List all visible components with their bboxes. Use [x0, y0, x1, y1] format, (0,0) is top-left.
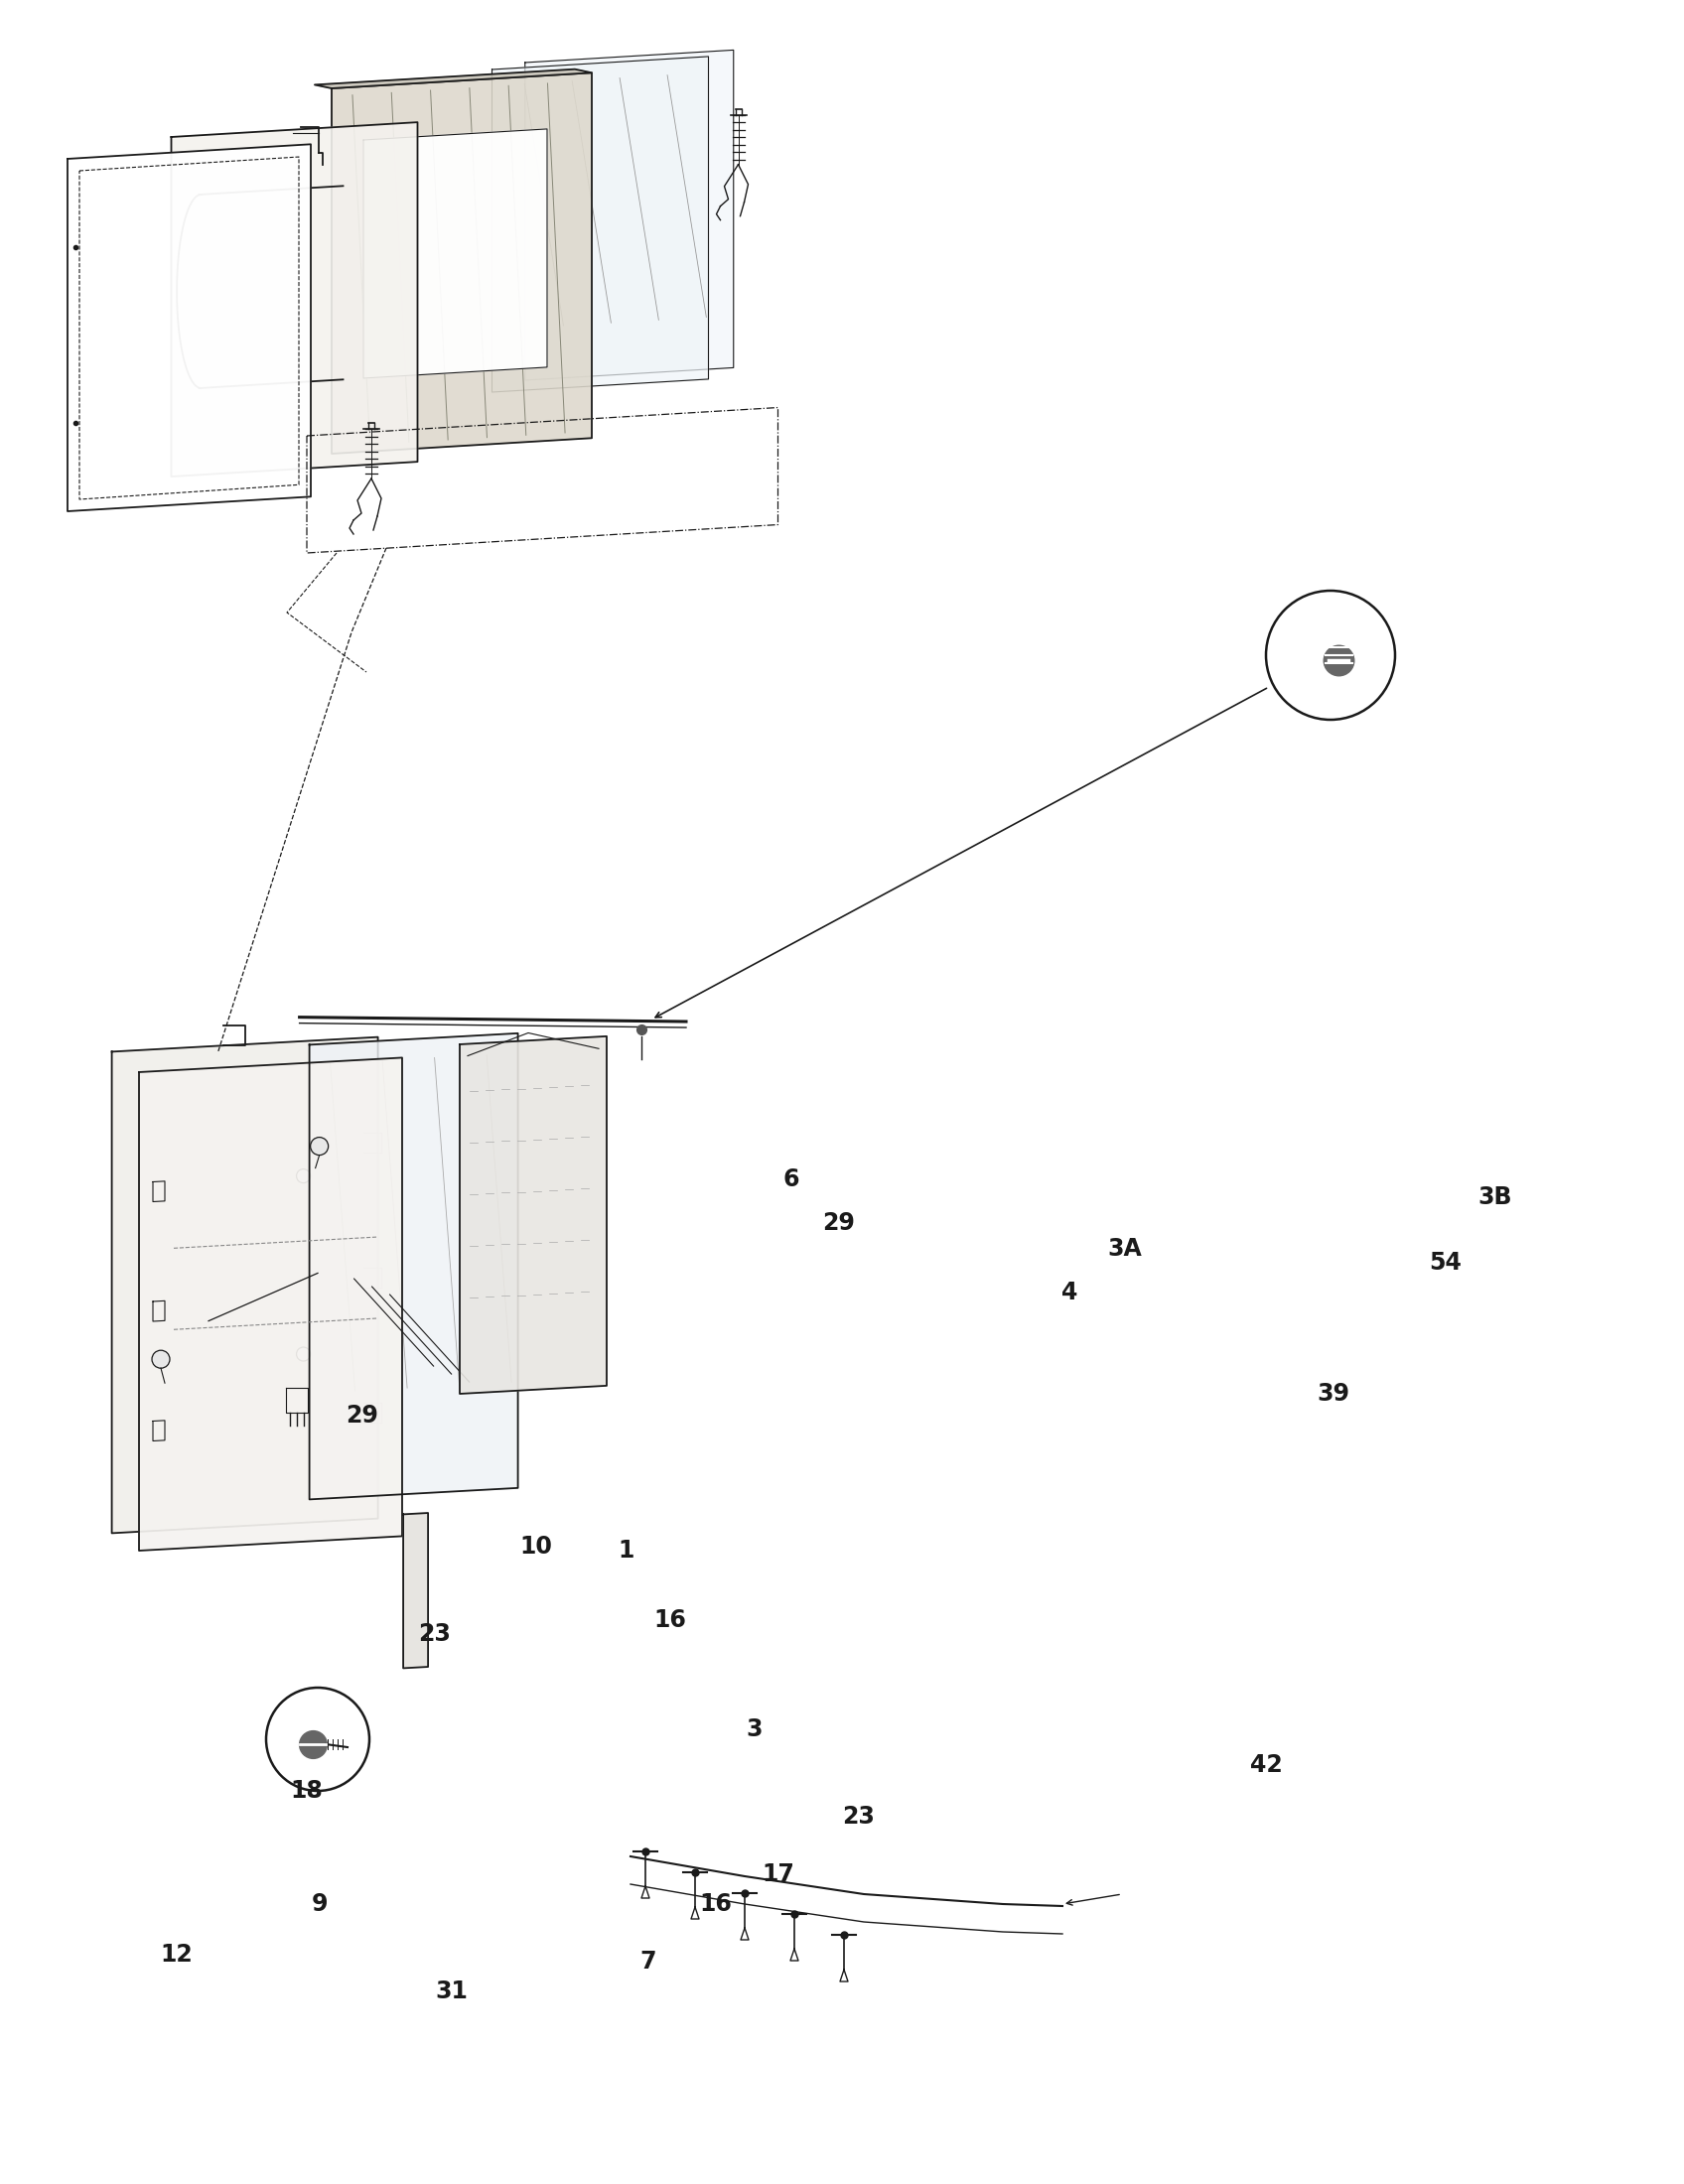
- Text: 12: 12: [160, 1944, 194, 1966]
- Text: 31: 31: [434, 1981, 468, 2003]
- Text: 3A: 3A: [1108, 1238, 1142, 1260]
- Text: 9: 9: [312, 1894, 328, 1915]
- Text: 6: 6: [783, 1168, 800, 1190]
- Text: 54: 54: [1428, 1251, 1462, 1273]
- Text: 29: 29: [822, 1212, 855, 1234]
- Circle shape: [266, 1688, 369, 1791]
- Text: 23: 23: [842, 1806, 876, 1828]
- Circle shape: [296, 1168, 310, 1184]
- Polygon shape: [310, 1033, 519, 1500]
- Text: 23: 23: [418, 1623, 451, 1645]
- Polygon shape: [332, 72, 591, 454]
- Text: 16: 16: [653, 1610, 687, 1631]
- Polygon shape: [172, 122, 418, 476]
- Text: 29: 29: [345, 1404, 379, 1426]
- Polygon shape: [364, 129, 547, 378]
- Text: 10: 10: [519, 1535, 552, 1557]
- Text: 1: 1: [618, 1540, 635, 1562]
- Text: 42: 42: [1250, 1754, 1283, 1776]
- Text: 3: 3: [746, 1719, 763, 1741]
- Text: 3B: 3B: [1479, 1186, 1512, 1208]
- Polygon shape: [460, 1035, 606, 1393]
- Circle shape: [152, 1350, 170, 1367]
- Circle shape: [296, 1348, 310, 1361]
- Polygon shape: [140, 1057, 402, 1551]
- Circle shape: [310, 1138, 328, 1155]
- Text: 7: 7: [640, 1950, 657, 1972]
- Text: 18: 18: [290, 1780, 323, 1802]
- Text: 16: 16: [699, 1894, 733, 1915]
- Text: 39: 39: [1317, 1382, 1351, 1404]
- Circle shape: [1266, 590, 1394, 721]
- Polygon shape: [525, 50, 734, 380]
- Text: 17: 17: [761, 1863, 795, 1885]
- Polygon shape: [492, 57, 709, 393]
- Polygon shape: [315, 70, 591, 87]
- Polygon shape: [402, 1514, 428, 1669]
- Polygon shape: [111, 1037, 377, 1533]
- Text: 4: 4: [1061, 1282, 1078, 1304]
- Polygon shape: [67, 144, 312, 511]
